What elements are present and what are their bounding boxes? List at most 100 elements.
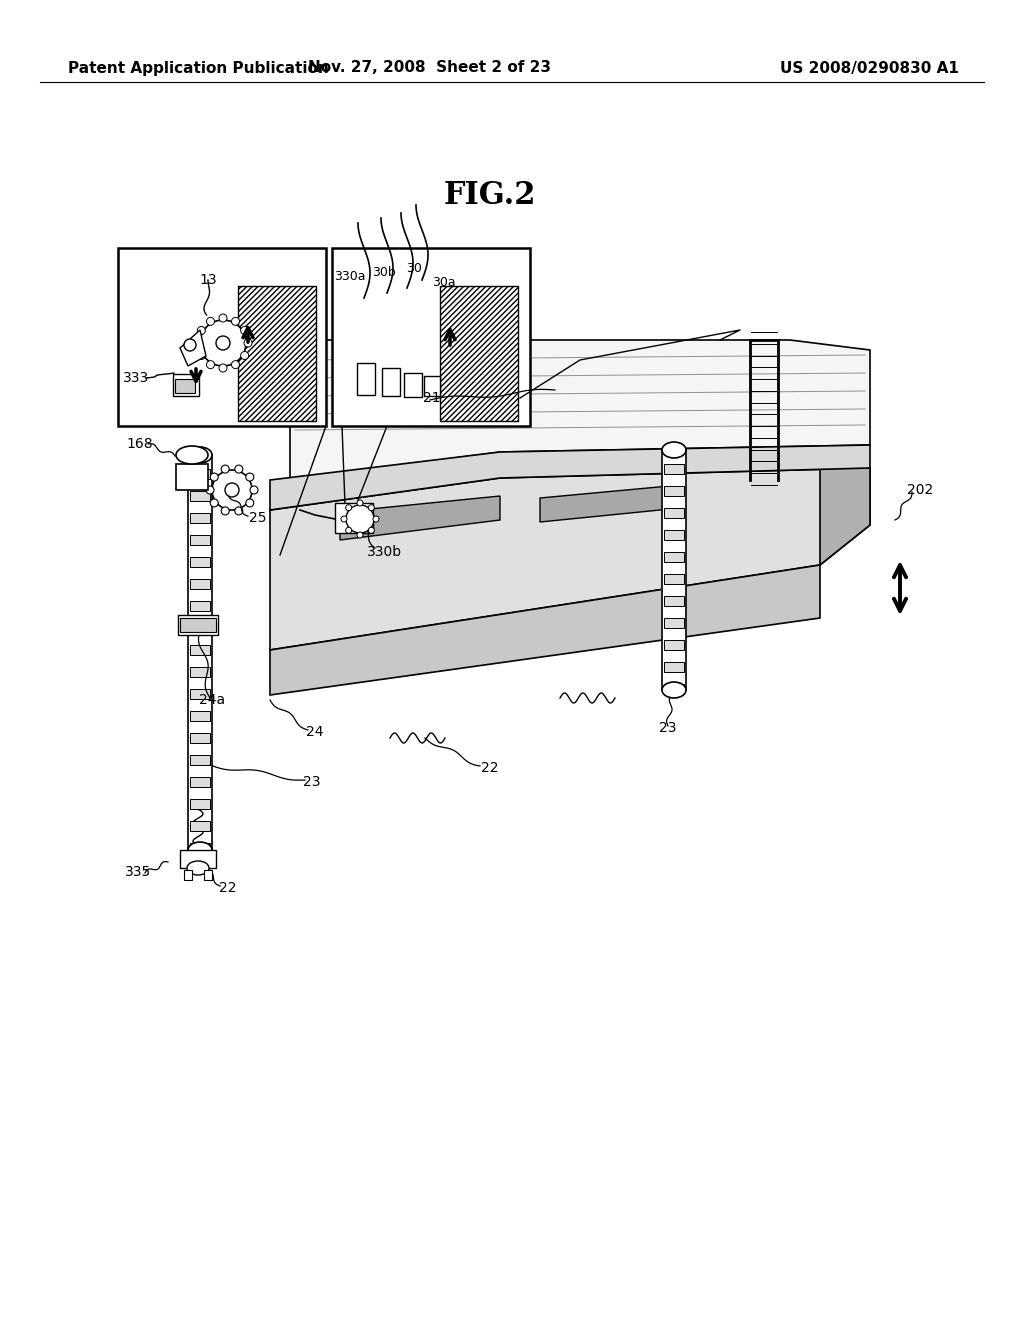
Text: Nov. 27, 2008  Sheet 2 of 23: Nov. 27, 2008 Sheet 2 of 23: [308, 61, 552, 75]
Bar: [664, 552, 684, 562]
Circle shape: [198, 326, 206, 334]
Text: 330a: 330a: [334, 269, 366, 282]
Bar: [190, 711, 210, 721]
Circle shape: [373, 516, 379, 521]
Circle shape: [231, 360, 240, 368]
Bar: [190, 843, 210, 853]
Bar: [118, 248, 326, 426]
Text: 23: 23: [303, 775, 321, 789]
Bar: [662, 450, 686, 690]
Bar: [180, 850, 216, 869]
Circle shape: [221, 507, 229, 515]
Text: FIG.2: FIG.2: [443, 180, 537, 210]
Circle shape: [231, 317, 240, 325]
Bar: [188, 455, 212, 850]
Bar: [180, 618, 216, 632]
Bar: [404, 374, 422, 397]
Bar: [440, 286, 518, 421]
Circle shape: [207, 360, 214, 368]
Circle shape: [346, 506, 374, 533]
Bar: [178, 615, 218, 635]
Bar: [238, 286, 316, 421]
Bar: [664, 486, 684, 496]
Circle shape: [241, 351, 249, 359]
Text: US 2008/0290830 A1: US 2008/0290830 A1: [780, 61, 958, 75]
Bar: [190, 755, 210, 766]
Ellipse shape: [187, 861, 209, 875]
Circle shape: [219, 314, 227, 322]
Circle shape: [244, 339, 252, 347]
Circle shape: [341, 516, 347, 521]
Circle shape: [210, 499, 218, 507]
Polygon shape: [290, 341, 870, 480]
Bar: [664, 574, 684, 583]
Bar: [190, 821, 210, 832]
Bar: [190, 645, 210, 655]
Circle shape: [219, 364, 227, 372]
Circle shape: [184, 339, 196, 351]
Bar: [382, 368, 400, 396]
Bar: [176, 465, 208, 490]
Bar: [190, 667, 210, 677]
Bar: [190, 513, 210, 523]
Bar: [190, 799, 210, 809]
Bar: [664, 531, 684, 540]
Ellipse shape: [662, 682, 686, 698]
Ellipse shape: [662, 442, 686, 458]
Bar: [664, 597, 684, 606]
Bar: [190, 535, 210, 545]
Circle shape: [369, 504, 375, 511]
Circle shape: [212, 470, 252, 510]
Bar: [190, 557, 210, 568]
Bar: [664, 640, 684, 649]
Bar: [190, 689, 210, 700]
Circle shape: [221, 465, 229, 473]
Text: 22: 22: [481, 762, 499, 775]
Text: 333: 333: [123, 371, 150, 385]
Text: 30b: 30b: [372, 265, 396, 279]
Bar: [190, 469, 210, 479]
Bar: [190, 601, 210, 611]
Circle shape: [246, 499, 254, 507]
Polygon shape: [340, 496, 500, 540]
Circle shape: [198, 351, 206, 359]
Text: 168: 168: [127, 437, 154, 451]
Bar: [664, 508, 684, 517]
Bar: [664, 684, 684, 694]
Bar: [190, 777, 210, 787]
Text: 22: 22: [219, 880, 237, 895]
Circle shape: [234, 507, 243, 515]
Bar: [664, 663, 684, 672]
Circle shape: [241, 326, 249, 334]
Polygon shape: [270, 565, 820, 696]
Circle shape: [225, 483, 239, 498]
Polygon shape: [540, 484, 680, 521]
Bar: [357, 363, 375, 395]
Circle shape: [369, 527, 375, 533]
Bar: [175, 379, 195, 393]
Ellipse shape: [176, 446, 208, 465]
Bar: [190, 733, 210, 743]
Text: 23: 23: [659, 721, 677, 735]
Text: 25: 25: [249, 511, 266, 525]
Circle shape: [346, 504, 351, 511]
Circle shape: [234, 465, 243, 473]
Circle shape: [210, 473, 218, 480]
Text: 13: 13: [200, 273, 217, 286]
Circle shape: [207, 317, 214, 325]
Text: 30a: 30a: [432, 276, 456, 289]
Bar: [190, 491, 210, 502]
Polygon shape: [820, 469, 870, 565]
Circle shape: [216, 337, 230, 350]
Bar: [335, 503, 373, 533]
Ellipse shape: [188, 842, 212, 858]
Polygon shape: [180, 330, 206, 366]
Bar: [424, 376, 440, 396]
Bar: [173, 374, 199, 396]
Circle shape: [346, 527, 351, 533]
Text: 30: 30: [407, 261, 422, 275]
Bar: [184, 870, 193, 880]
Polygon shape: [270, 469, 870, 649]
Circle shape: [246, 473, 254, 480]
Circle shape: [200, 319, 246, 366]
